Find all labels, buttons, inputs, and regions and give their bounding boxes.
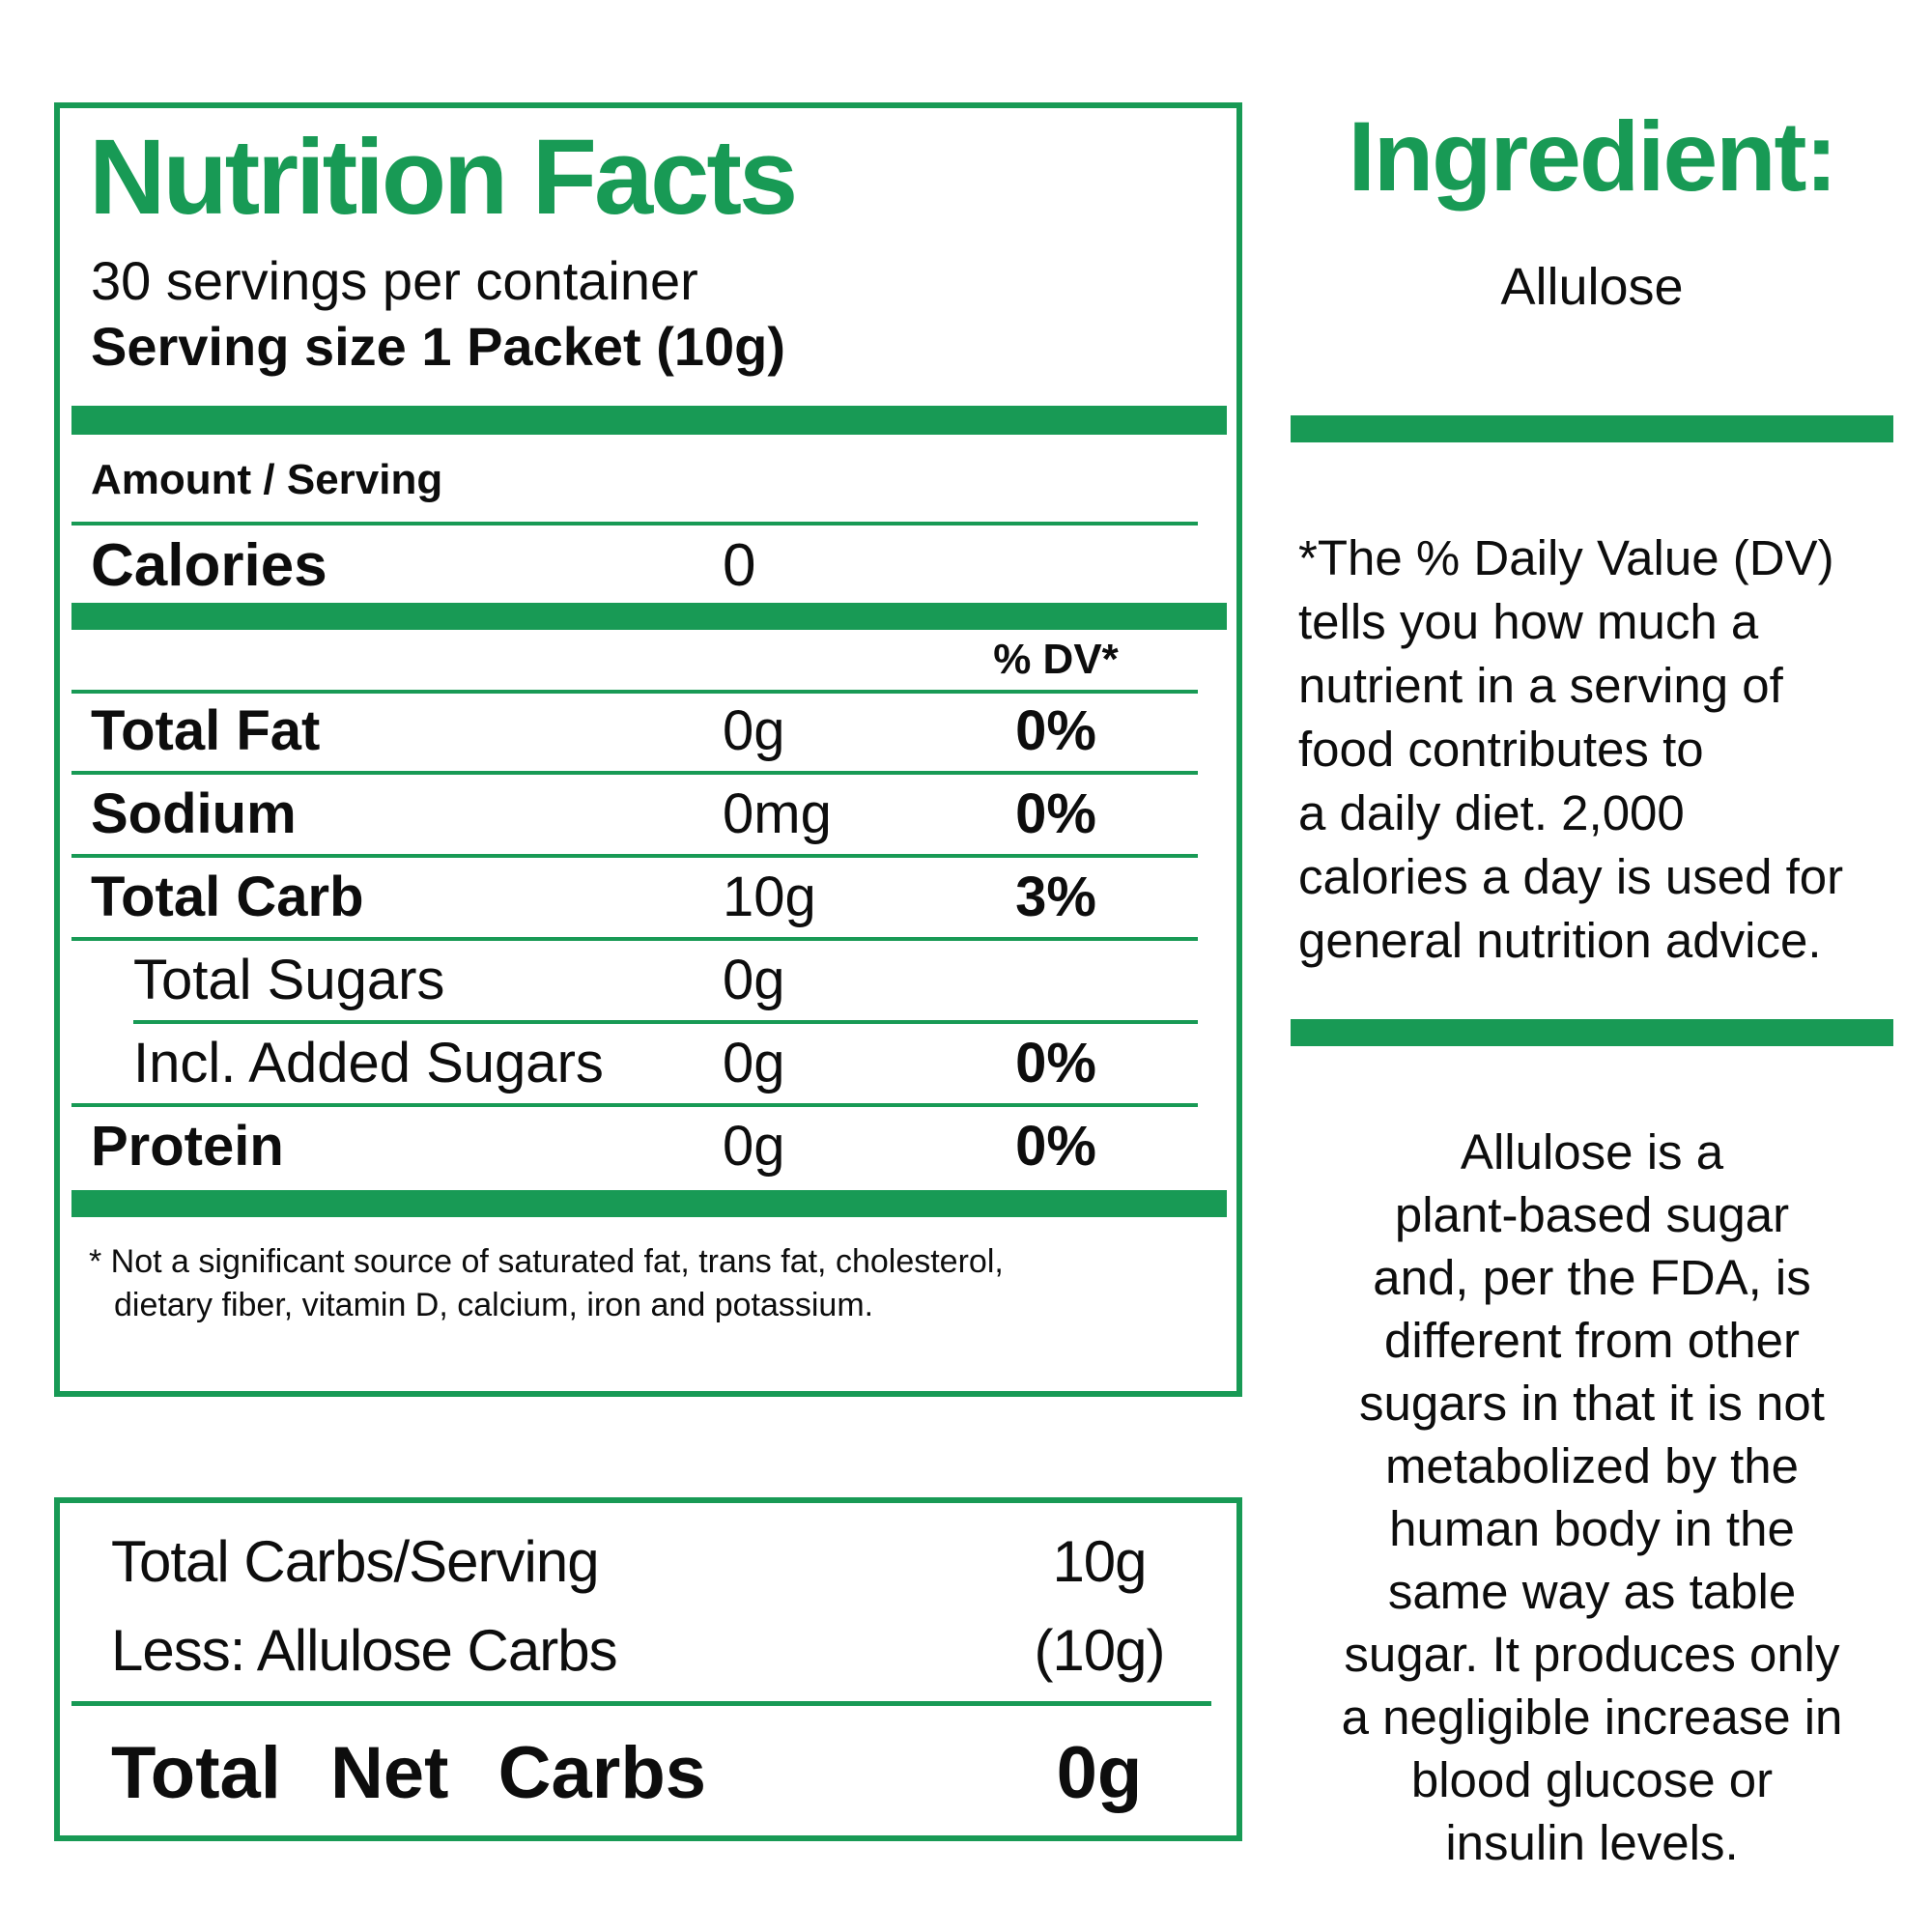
percent-dv-header: % DV* — [993, 636, 1119, 683]
divider-rule-indented — [133, 1020, 1198, 1024]
divider-rule — [71, 771, 1198, 775]
nutrient-amount: 0mg — [723, 782, 832, 845]
nutrition-facts-title: Nutrition Facts — [89, 118, 798, 237]
net-carbs-row-label: Less: Allulose Carbs — [111, 1618, 618, 1683]
amount-per-serving-header: Amount / Serving — [91, 456, 443, 503]
nutrition-facts-panel: Nutrition Facts 30 servings per containe… — [54, 102, 1242, 1397]
divider-bar-thick-top — [71, 406, 1227, 435]
nutrient-amount: 0g — [723, 1115, 785, 1178]
daily-value-note: *The % Daily Value (DV) tells you how mu… — [1298, 530, 1844, 968]
nutrient-name: Protein — [91, 1115, 284, 1178]
nutrient-name: Total Carb — [91, 866, 364, 928]
servings-per-container: 30 servings per container — [91, 250, 698, 311]
net-carbs-row-value: (10g) — [1034, 1618, 1165, 1683]
allulose-description: Allulose is a plant-based sugar and, per… — [1341, 1124, 1843, 1870]
divider-rule — [71, 1103, 1198, 1107]
nutrient-name: Incl. Added Sugars — [133, 1032, 604, 1094]
nutrient-name: Total Fat — [91, 699, 321, 762]
nutrient-amount: 0g — [723, 699, 785, 762]
nutrient-dv: 0% — [1015, 782, 1096, 845]
divider-bar-thick-mid — [71, 603, 1227, 630]
footnote: * Not a significant source of saturated … — [89, 1240, 1219, 1327]
nutrient-row-protein: Protein 0g 0% — [60, 1107, 1236, 1186]
divider-bar-thick-bottom — [71, 1190, 1227, 1217]
calories-label: Calories — [91, 532, 327, 599]
nutrient-amount: 10g — [723, 866, 816, 928]
nutrient-row-total-fat: Total Fat 0g 0% — [60, 692, 1236, 771]
divider-rule — [71, 522, 1198, 526]
divider-rule — [71, 937, 1198, 941]
divider-bar-ingredient-top — [1291, 415, 1893, 442]
divider-bar-ingredient-bottom — [1291, 1019, 1893, 1046]
nutrient-amount: 0g — [723, 949, 785, 1011]
nutrient-row-total-sugars: Total Sugars 0g — [60, 941, 1236, 1020]
total-net-carbs-value: 0g — [1056, 1732, 1143, 1814]
divider-rule — [71, 1701, 1211, 1706]
ingredient-name: Allulose — [1500, 258, 1684, 316]
nutrient-dv: 3% — [1015, 866, 1096, 928]
nutrient-name: Sodium — [91, 782, 297, 845]
nutrient-row-added-sugars: Incl. Added Sugars 0g 0% — [60, 1024, 1236, 1103]
nutrient-name: Total Sugars — [133, 949, 445, 1011]
nutrient-dv: 0% — [1015, 699, 1096, 762]
net-carbs-panel: Total Carbs/Serving 10g Less: Allulose C… — [54, 1497, 1242, 1841]
calories-value: 0 — [723, 532, 756, 599]
divider-rule — [71, 854, 1198, 858]
nutrient-row-sodium: Sodium 0mg 0% — [60, 775, 1236, 854]
footnote-line1: * Not a significant source of saturated … — [89, 1243, 1004, 1280]
nutrient-dv: 0% — [1015, 1115, 1096, 1178]
nutrient-amount: 0g — [723, 1032, 785, 1094]
total-net-carbs-label: Total Net Carbs — [111, 1732, 707, 1814]
net-carbs-row-label: Total Carbs/Serving — [111, 1529, 600, 1594]
footnote-line2: dietary fiber, vitamin D, calcium, iron … — [114, 1287, 874, 1323]
serving-size: Serving size 1 Packet (10g) — [91, 316, 786, 377]
divider-rule — [71, 690, 1198, 694]
nutrient-dv: 0% — [1015, 1032, 1096, 1094]
nutrient-row-total-carb: Total Carb 10g 3% — [60, 858, 1236, 937]
ingredient-heading: Ingredient: — [1348, 101, 1838, 212]
net-carbs-row-value: 10g — [1052, 1529, 1147, 1594]
